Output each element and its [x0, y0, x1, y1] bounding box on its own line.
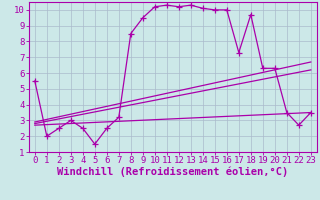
X-axis label: Windchill (Refroidissement éolien,°C): Windchill (Refroidissement éolien,°C): [57, 167, 288, 177]
